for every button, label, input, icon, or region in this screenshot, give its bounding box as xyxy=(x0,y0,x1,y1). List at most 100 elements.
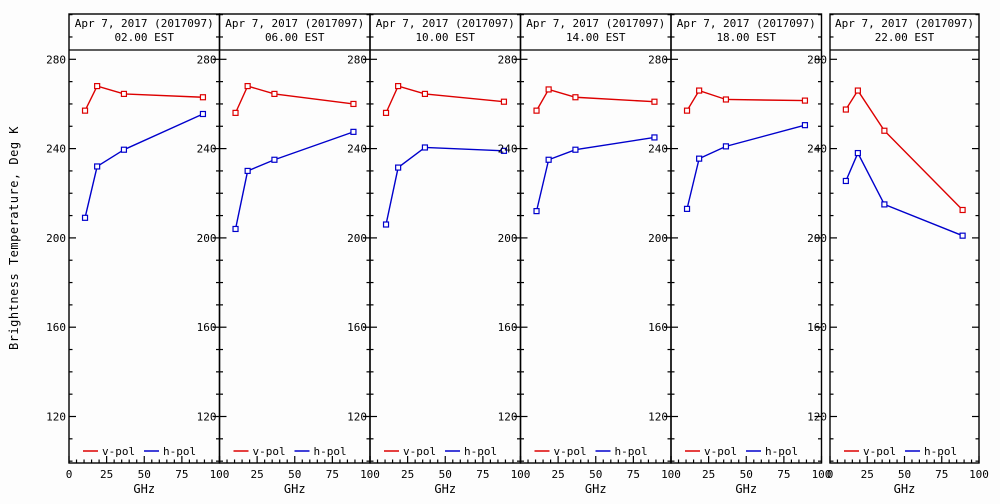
v-pol-data-point-marker xyxy=(533,107,540,114)
v-pol-data-point-marker xyxy=(801,97,809,104)
y-tick-label: 280 xyxy=(807,53,827,66)
h-pol-data-point-marker xyxy=(500,147,508,154)
h-pol-data-point-marker xyxy=(81,214,89,221)
x-tick-label: 75 xyxy=(476,468,489,481)
y-tick-label: 240 xyxy=(648,143,668,156)
panel-title-time: 10.00 EST xyxy=(415,31,475,44)
legend-h-pol-label: h-pol xyxy=(615,445,648,458)
panel-title-date: Apr 7, 2017 (2017097) xyxy=(677,17,816,30)
panel-title-date: Apr 7, 2017 (2017097) xyxy=(376,17,515,30)
y-tick-label: 280 xyxy=(347,53,367,66)
x-axis-unit-label: GHz xyxy=(735,482,757,496)
x-tick-label: 50 xyxy=(740,468,753,481)
x-tick-label: 75 xyxy=(175,468,188,481)
x-tick-label: 50 xyxy=(138,468,151,481)
v-pol-data-point-marker xyxy=(881,127,888,134)
y-tick-label: 280 xyxy=(498,53,518,66)
h-pol-line xyxy=(535,136,655,212)
y-tick-label: 240 xyxy=(807,143,827,156)
h-pol-data-point-marker xyxy=(842,177,849,185)
y-tick-label: 240 xyxy=(46,143,66,156)
x-tick-label: 75 xyxy=(935,468,948,481)
v-pol-data-point-marker xyxy=(842,106,849,113)
y-tick-label: 200 xyxy=(498,232,518,245)
v-pol-data-point-marker xyxy=(545,86,552,93)
x-tick-label: 50 xyxy=(288,468,301,481)
panel-title-date: Apr 7, 2017 (2017097) xyxy=(225,17,364,30)
v-pol-data-point-marker xyxy=(959,206,966,214)
y-tick-label: 120 xyxy=(197,411,217,424)
y-tick-label: 120 xyxy=(46,411,66,424)
x-tick-label: 100 xyxy=(661,468,681,481)
legend-v-pol-label: v-pol xyxy=(102,445,135,458)
h-pol-data-point-marker xyxy=(801,122,809,129)
x-tick-label: 0 xyxy=(66,468,73,481)
v-pol-data-point-marker xyxy=(232,109,239,116)
y-tick-label: 160 xyxy=(46,321,66,334)
x-tick-label: 25 xyxy=(702,468,715,481)
y-tick-label: 200 xyxy=(347,232,367,245)
v-pol-data-point-marker xyxy=(350,100,357,108)
h-pol-data-point-marker xyxy=(683,205,691,212)
panel-title-time: 02.00 EST xyxy=(114,31,174,44)
v-pol-data-point-marker xyxy=(421,90,429,98)
x-tick-label: 50 xyxy=(898,468,911,481)
legend-h-pol-label: h-pol xyxy=(924,445,957,458)
y-tick-label: 280 xyxy=(648,53,668,66)
h-pol-line xyxy=(845,151,963,237)
v-pol-data-point-marker xyxy=(696,87,703,94)
x-tick-label: 25 xyxy=(401,468,414,481)
panel-title-date: Apr 7, 2017 (2017097) xyxy=(835,17,974,30)
h-pol-data-point-marker xyxy=(651,134,658,141)
x-tick-label: 25 xyxy=(251,468,264,481)
h-pol-data-point-marker xyxy=(382,221,390,228)
y-tick-label: 160 xyxy=(197,321,217,334)
y-tick-label: 120 xyxy=(807,411,827,424)
x-tick-label: 75 xyxy=(777,468,790,481)
x-tick-label: 100 xyxy=(511,468,531,481)
y-tick-label: 280 xyxy=(46,53,66,66)
h-pol-data-point-marker xyxy=(722,143,730,150)
x-tick-label: 50 xyxy=(589,468,602,481)
y-tick-label: 160 xyxy=(807,321,827,334)
v-pol-data-point-marker xyxy=(382,109,390,116)
v-pol-data-point-marker xyxy=(94,82,101,90)
x-axis-unit-label: GHz xyxy=(434,482,456,496)
panel-title-time: 14.00 EST xyxy=(566,31,626,44)
x-tick-label: 50 xyxy=(439,468,452,481)
h-pol-line xyxy=(84,113,204,218)
panel-frame xyxy=(670,13,823,464)
h-pol-data-point-marker xyxy=(244,167,251,175)
legend-h-pol-label: h-pol xyxy=(163,445,196,458)
v-pol-line xyxy=(535,88,655,111)
v-pol-line xyxy=(686,89,805,112)
x-tick-label: 25 xyxy=(861,468,874,481)
v-pol-data-point-marker xyxy=(651,98,658,105)
h-pol-line xyxy=(385,146,504,225)
h-pol-data-point-marker xyxy=(545,156,552,163)
legend-v-pol-label: v-pol xyxy=(253,445,286,458)
v-pol-data-point-marker xyxy=(120,90,128,98)
x-axis-unit-label: GHz xyxy=(894,482,916,496)
h-pol-data-point-marker xyxy=(572,146,579,153)
x-tick-label: 100 xyxy=(360,468,380,481)
legend-h-pol-label: h-pol xyxy=(314,445,347,458)
legend-v-pol-label: v-pol xyxy=(403,445,436,458)
h-pol-line xyxy=(234,131,354,230)
x-tick-label: 100 xyxy=(969,468,989,481)
v-pol-data-point-marker xyxy=(500,98,508,105)
x-axis-unit-label: GHz xyxy=(284,482,306,496)
h-pol-data-point-marker xyxy=(854,149,861,157)
h-pol-data-point-marker xyxy=(533,208,540,215)
x-tick-label: 100 xyxy=(812,468,832,481)
x-tick-label: 100 xyxy=(210,468,230,481)
y-tick-label: 200 xyxy=(807,232,827,245)
y-tick-label: 120 xyxy=(347,411,367,424)
v-pol-data-point-marker xyxy=(683,107,691,114)
y-tick-label: 120 xyxy=(648,411,668,424)
x-tick-label: 75 xyxy=(627,468,640,481)
legend-h-pol-label: h-pol xyxy=(464,445,497,458)
h-pol-data-point-marker xyxy=(421,144,429,151)
h-pol-data-point-marker xyxy=(94,163,101,170)
